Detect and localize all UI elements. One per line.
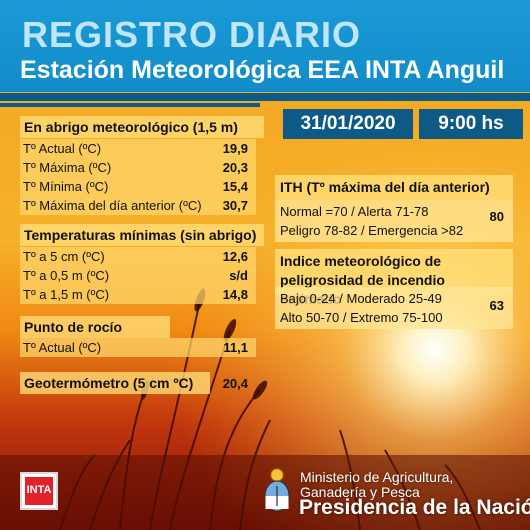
- header-divider-thin: [0, 103, 260, 107]
- ith-value: 80: [489, 209, 504, 224]
- abrigo-value-maxima: 20,3: [222, 160, 248, 175]
- rocio-row-actual: Tº Actual (ºC): [20, 338, 256, 357]
- ith-scale-line2: Peligro 78-82 / Emergencia >82: [280, 223, 464, 238]
- incendio-value: 63: [489, 298, 504, 313]
- minimas-value-5cm: 12,6: [222, 249, 248, 264]
- header-banner: REGISTRO DIARIO Estación Meteorológica E…: [0, 0, 530, 92]
- abrigo-row-actual: Tº Actual (ºC): [20, 139, 256, 158]
- ith-scale-line1: Normal =70 / Alerta 71-78: [280, 204, 429, 219]
- minimas-row-5cm: Tº a 5 cm (ºC): [20, 247, 256, 266]
- incendio-scale-line2: Alto 50-70 / Extremo 75-100: [280, 310, 443, 325]
- abrigo-title: En abrigo meteorológico (1,5 m): [20, 116, 264, 138]
- abrigo-row-maxima: Tº Máxima (ºC): [20, 158, 256, 177]
- inta-logo-text: INTA: [26, 484, 52, 496]
- ith-box: Normal =70 / Alerta 71-78 Peligro 78-82 …: [275, 200, 513, 242]
- abrigo-value-maxima-anterior: 30,7: [222, 198, 248, 213]
- minimas-title: Temperaturas mínimas (sin abrigo): [20, 224, 264, 246]
- ith-title: ITH (Tº máxima del día anterior): [275, 175, 513, 200]
- incendio-scale-line1: Bajo 0-24 / Moderado 25-49: [280, 291, 442, 306]
- date-badge: 31/01/2020: [283, 109, 413, 139]
- geotermometro-value: 20,4: [222, 376, 248, 391]
- national-coat-of-arms-icon: [264, 468, 290, 512]
- ministerio-line1: Ministerio de Agricultura,: [300, 469, 454, 485]
- incendio-box: Bajo 0-24 / Moderado 25-49 Alto 50-70 / …: [275, 287, 513, 329]
- page-title: REGISTRO DIARIO: [22, 14, 362, 55]
- inta-logo: INTA: [20, 472, 58, 510]
- page-subtitle: Estación Meteorológica EEA INTA Anguil: [20, 56, 505, 84]
- geotermometro-title: Geotermómetro (5 cm ºC): [20, 372, 210, 394]
- time-badge: 9:00 hs: [419, 109, 523, 139]
- minimas-row-15m: Tº a 1,5 m (ºC): [20, 285, 256, 304]
- ministerio-line2: Ganadería y Pesca: [300, 484, 420, 500]
- rocio-value-actual: 11,1: [223, 340, 248, 355]
- abrigo-row-minima: Tº Mínima (ºC): [20, 177, 256, 196]
- abrigo-value-minima: 15,4: [222, 179, 248, 194]
- minimas-value-05m: s/d: [229, 268, 248, 283]
- abrigo-value-actual: 19,9: [222, 141, 248, 156]
- header-divider: [0, 93, 530, 101]
- minimas-value-15m: 14,8: [222, 287, 248, 302]
- minimas-row-05m: Tº a 0,5 m (ºC): [20, 266, 256, 285]
- abrigo-row-maxima-anterior: Tº Máxima del día anterior (ºC): [20, 196, 256, 215]
- rocio-title: Punto de rocío: [20, 316, 170, 338]
- presidencia-label: Presidencia de la Nación: [299, 496, 530, 519]
